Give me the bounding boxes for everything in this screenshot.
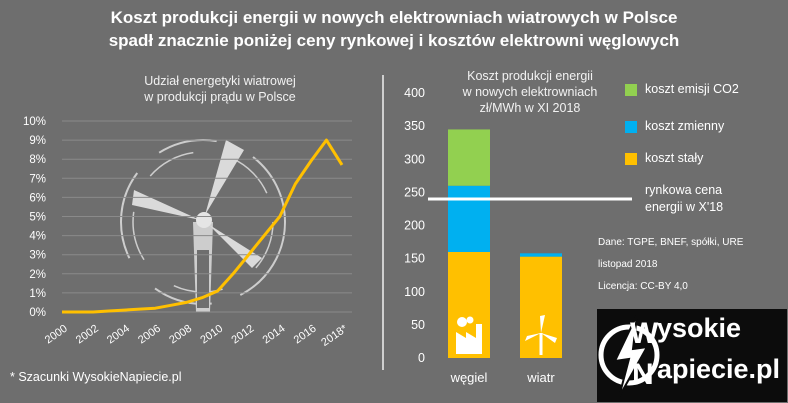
bar-chart-title-line3: zł/MWh w XI 2018 (479, 101, 581, 115)
x-tick-label: 2004 (105, 323, 132, 347)
legend-label-fixed: koszt stały (645, 151, 704, 165)
bar-chart: 0 50 100 150 200 250 300 350 400 węgiel wiatr (404, 86, 632, 385)
x-tick-label: 2010 (198, 323, 225, 347)
line-chart-title: Udział energetyki wiatrowej w produkcji … (60, 73, 380, 105)
turbine-tower (539, 333, 543, 355)
y-tick-label: 8% (29, 154, 46, 166)
bar-chart-title: Koszt produkcji energii w nowych elektro… (430, 68, 630, 116)
y-tick-label: 10% (23, 116, 46, 128)
main-title-line2: spadł znacznie poniżej ceny rynkowej i k… (108, 31, 680, 50)
legend-swatch-co2 (625, 84, 637, 96)
bar-segment-variable (448, 185, 490, 252)
logo-letter-n: N (632, 358, 654, 391)
x-tick-label: 2012 (229, 323, 256, 347)
market-price-label-line2: energii w X'18 (645, 200, 724, 214)
date-note: listopad 2018 (598, 259, 658, 270)
x-tick-label: 2006 (136, 323, 163, 347)
bar-y-tick-label: 400 (404, 86, 425, 100)
x-tick-label: 2014 (261, 323, 288, 347)
turbine-blade (540, 315, 545, 333)
logo-text-line2: apiecie.pl (657, 354, 781, 384)
turbine-blade (541, 333, 557, 343)
legend-label-co2: koszt emisji CO2 (645, 82, 739, 96)
main-title: Koszt produkcji energii w nowych elektro… (0, 6, 788, 52)
bar-chart-title-line1: Koszt produkcji energii (467, 69, 593, 83)
y-tick-label: 6% (29, 192, 46, 204)
power-plant-smoke (466, 316, 474, 324)
bar-y-tick-label: 350 (404, 119, 425, 133)
line-chart-title-line2: w produkcji prądu w Polsce (144, 90, 296, 104)
x-tick-label: 2002 (74, 323, 101, 347)
logo-text-line1: ysokie (657, 313, 742, 343)
y-tick-label: 4% (29, 231, 46, 243)
line-chart: 0%1%2%3%4%5%6%7%8%9%10%2000 2002 2004 2006 2… (23, 116, 352, 349)
legend-label-variable: koszt zmienny (645, 119, 725, 133)
main-title-line1: Koszt produkcji energii w nowych elektro… (110, 8, 678, 27)
bar-y-tick-label: 0 (418, 351, 425, 365)
bar-y-tick-label: 300 (404, 152, 425, 166)
market-price-label-line1: rynkowa cena (645, 183, 723, 197)
y-tick-label: 7% (29, 173, 46, 185)
x-tick-label: 2000 (43, 323, 70, 347)
x-tick-label: 2008 (167, 323, 194, 347)
lightning-logo-icon: W N (598, 314, 660, 398)
y-tick-label: 5% (29, 212, 46, 224)
logo-letter-w: W (630, 317, 659, 350)
source-note: Dane: TGPE, BNEF, spółki, URE (598, 237, 744, 248)
line-chart-title-line1: Udział energetyki wiatrowej (144, 74, 296, 88)
wind-turbine-icon (120, 139, 286, 312)
legend-swatch-variable (625, 121, 637, 133)
legend-swatch-fixed (625, 153, 637, 165)
bar-y-tick-label: 50 (411, 318, 425, 332)
power-plant-icon (456, 316, 482, 354)
bar-category-label: węgiel (450, 370, 488, 385)
bar-segment-co2 (448, 129, 490, 186)
bar-y-tick-label: 250 (404, 185, 425, 199)
footnote: * Szacunki WysokieNapiecie.pl (10, 370, 182, 384)
bar-chart-title-line2: w nowych elektrowniach (462, 85, 598, 99)
license-note: Licencja: CC-BY 4,0 (598, 281, 688, 292)
turbine-blade (525, 333, 541, 341)
power-plant-shape (456, 324, 482, 354)
y-tick-label: 0% (29, 307, 46, 319)
power-plant-smoke (457, 317, 467, 327)
x-tick-label: 2018* (319, 322, 350, 349)
y-tick-label: 2% (29, 269, 46, 281)
y-tick-label: 1% (29, 288, 46, 300)
y-tick-label: 9% (29, 135, 46, 147)
bar-y-tick-label: 200 (404, 219, 425, 233)
bar-y-tick-label: 100 (404, 285, 425, 299)
bar-segment-variable (520, 253, 562, 257)
wind-turbine-icon (525, 315, 557, 355)
bar-y-tick-label: 150 (404, 252, 425, 266)
x-tick-label: 2016 (292, 323, 319, 347)
bar-category-label: wiatr (526, 370, 555, 385)
y-tick-label: 3% (29, 250, 46, 262)
logo: W N ysokie apiecie.pl (597, 309, 787, 402)
wind-share-line (62, 138, 344, 314)
